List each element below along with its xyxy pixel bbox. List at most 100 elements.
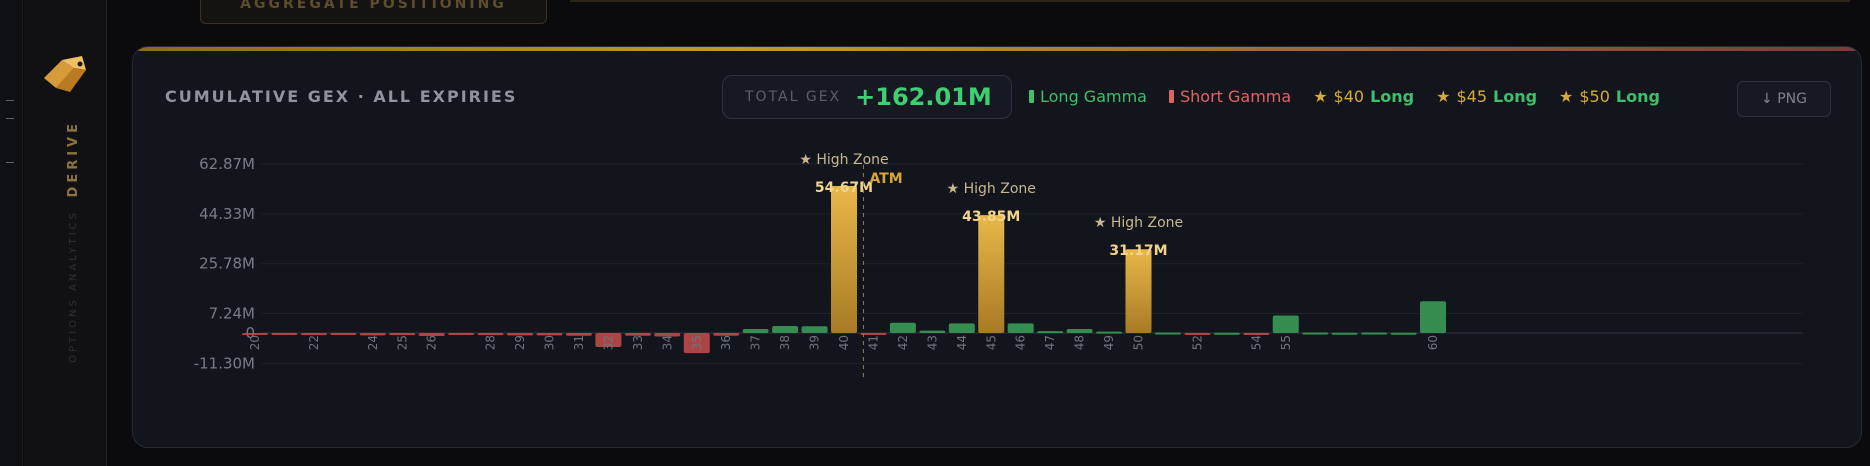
bar-value-label: 43.85M <box>962 209 1020 225</box>
bar-strike-38 <box>772 326 799 333</box>
x-tick-label: 36 <box>719 335 733 350</box>
top-divider <box>570 0 1850 2</box>
bar-strike-39 <box>801 326 828 333</box>
legend-label: Short Gamma <box>1179 87 1292 106</box>
rail-tick <box>6 162 14 163</box>
high-zone-label: ★ High Zone <box>1094 215 1183 231</box>
legend-label: $50 <box>1579 87 1610 106</box>
total-gex-box: TOTAL GEX +162.01M <box>722 75 1012 119</box>
x-tick-label: 42 <box>896 335 910 350</box>
bar-strike-26 <box>418 333 445 336</box>
bar-strike-50 <box>1125 249 1152 333</box>
bar-strike-22 <box>300 333 327 336</box>
bar-value-label: 31.17M <box>1109 243 1167 259</box>
export-png-button[interactable]: ↓ PNG <box>1737 81 1831 117</box>
bar-strike-21 <box>271 333 298 335</box>
x-tick-label: 30 <box>543 335 557 350</box>
x-tick-label: 48 <box>1073 335 1087 350</box>
star-icon: ★ <box>1436 87 1451 106</box>
x-tick-label: 49 <box>1102 335 1116 350</box>
x-tick-label: 35 <box>690 335 704 350</box>
star-icon: ★ <box>1313 87 1328 106</box>
legend-item-long[interactable]: Long Gamma <box>1029 87 1147 106</box>
x-tick-label: 39 <box>808 335 822 350</box>
logo-icon <box>44 56 86 92</box>
bar-strike-48 <box>1066 328 1093 333</box>
legend-item-short[interactable]: Short Gamma <box>1168 87 1292 106</box>
bar-strike-54 <box>1243 333 1270 335</box>
x-tick-label: 45 <box>984 335 998 350</box>
y-tick-label: -11.30M <box>194 354 255 372</box>
bar-strike-41 <box>860 333 887 335</box>
y-tick-label: 25.78M <box>199 255 255 273</box>
x-tick-label: 31 <box>572 335 586 350</box>
legend-label-suffix: Long <box>1493 87 1538 106</box>
bar-strike-42 <box>889 322 916 333</box>
bar-strike-53 <box>1213 332 1240 335</box>
x-tick-label: 22 <box>307 335 321 350</box>
x-tick-label: 44 <box>955 335 969 350</box>
total-gex-label: TOTAL GEX <box>745 89 842 105</box>
brand-name: DERIVE <box>66 120 81 198</box>
x-tick-label: 29 <box>513 335 527 350</box>
bar-strike-52 <box>1184 333 1211 335</box>
bar-strike-59 <box>1390 332 1417 335</box>
bar-strike-23 <box>330 333 357 335</box>
aggregate-positioning-tab[interactable]: AGGREGATE POSITIONING <box>200 0 547 24</box>
bar-strike-36 <box>713 333 740 336</box>
bar-strike-57 <box>1331 332 1358 335</box>
total-gex-value: +162.01M <box>855 83 992 111</box>
legend-item-level[interactable]: ★ $40 Long <box>1313 87 1414 106</box>
bar-strike-24 <box>359 333 386 336</box>
long-swatch <box>1029 90 1034 103</box>
x-tick-label: 28 <box>484 335 498 350</box>
bar-strike-33 <box>624 333 651 336</box>
x-tick-label: 25 <box>395 335 409 350</box>
x-tick-label: 38 <box>778 335 792 350</box>
x-tick-label: 60 <box>1426 335 1440 350</box>
atm-label: ATM <box>869 171 902 187</box>
gex-panel: CUMULATIVE GEX · ALL EXPIRIES TOTAL GEX … <box>132 46 1862 448</box>
bar-strike-35 <box>683 333 710 354</box>
x-tick-label: 20 <box>248 335 262 350</box>
legend-item-level[interactable]: ★ $45 Long <box>1436 87 1537 106</box>
y-tick-label: 62.87M <box>199 155 255 173</box>
bar-strike-46 <box>1007 323 1034 333</box>
bar-strike-44 <box>948 323 975 333</box>
brand-subtitle: OPTIONS ANALYTICS <box>68 210 79 363</box>
x-tick-label: 32 <box>601 335 615 350</box>
y-tick-label: 7.24M <box>209 305 255 323</box>
panel-accent-bar <box>133 47 1861 51</box>
star-icon: ★ <box>1559 87 1574 106</box>
x-tick-label: 41 <box>866 335 880 350</box>
x-tick-label: 50 <box>1132 335 1146 350</box>
x-tick-label: 37 <box>749 335 763 350</box>
x-tick-label: 33 <box>631 335 645 350</box>
bar-strike-28 <box>477 333 504 336</box>
bar-strike-56 <box>1302 332 1329 335</box>
bar-strike-25 <box>389 333 416 336</box>
bar-strike-43 <box>919 330 946 333</box>
x-tick-label: 55 <box>1279 335 1293 350</box>
bar-strike-32 <box>595 333 622 347</box>
x-tick-label: 34 <box>660 335 674 350</box>
bar-strike-34 <box>654 333 681 337</box>
rail-tick <box>6 100 14 101</box>
bar-strike-20 <box>242 333 268 335</box>
bar-strike-29 <box>507 333 534 336</box>
legend-label: $45 <box>1456 87 1487 106</box>
bar-strike-58 <box>1361 332 1388 335</box>
legend-item-level[interactable]: ★ $50 Long <box>1559 87 1660 106</box>
legend-label-suffix: Long <box>1615 87 1660 106</box>
bar-strike-60 <box>1420 301 1446 333</box>
bar-strike-37 <box>742 328 769 333</box>
bar-strike-27 <box>448 333 475 335</box>
rail-tick <box>6 118 14 119</box>
bar-strike-55 <box>1272 315 1299 333</box>
bar-strike-31 <box>565 333 592 336</box>
x-tick-label: 43 <box>925 335 939 350</box>
short-swatch <box>1168 90 1174 103</box>
chart-legend: Long Gamma Short Gamma ★ $40 Long ★ $45 Long ★… <box>1029 87 1660 106</box>
legend-label-suffix: Long <box>1370 87 1415 106</box>
